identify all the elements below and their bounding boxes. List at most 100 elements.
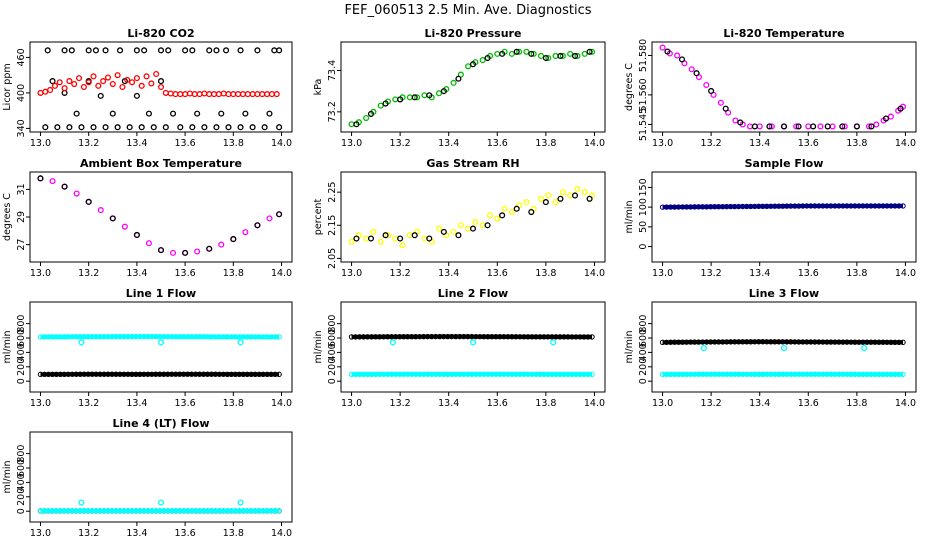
x-tick-label: 13.2 — [701, 268, 722, 279]
data-point — [717, 99, 724, 106]
x-tick-label: 13.4 — [126, 528, 147, 539]
x-tick-label: 13.4 — [749, 268, 770, 279]
data-point — [435, 90, 443, 97]
data-point — [189, 124, 196, 131]
data-point — [363, 235, 370, 242]
data-point — [75, 75, 83, 82]
x-tick-label: 13.8 — [535, 268, 556, 279]
data-point — [552, 199, 559, 206]
data-point — [382, 100, 389, 107]
y-tick-label: 29 — [16, 211, 27, 223]
data-point — [421, 235, 428, 242]
data-point — [206, 245, 213, 252]
data-point — [897, 105, 904, 112]
data-point — [182, 91, 189, 98]
data-point — [157, 47, 165, 54]
series-cyan-outliers — [700, 345, 868, 352]
data-point — [829, 123, 836, 130]
series-rh-black — [353, 192, 593, 242]
series-black — [348, 333, 595, 340]
series-black — [37, 371, 282, 378]
plot-frame — [340, 171, 606, 263]
x-tick-label: 13.0 — [652, 268, 673, 279]
data-point — [170, 249, 177, 256]
x-tick-label: 14.0 — [584, 138, 605, 149]
x-tick-label: 14.0 — [584, 268, 605, 279]
data-point — [225, 124, 232, 131]
x-tick-label: 13.0 — [30, 138, 51, 149]
data-point — [469, 339, 477, 346]
x-tick-label: 13.6 — [175, 138, 196, 149]
x-tick-label: 13.6 — [175, 268, 196, 279]
data-point — [589, 371, 595, 378]
data-point — [109, 215, 116, 222]
data-point — [102, 47, 109, 54]
data-point — [756, 123, 763, 130]
panel-title: Line 4 (LT) Flow — [113, 417, 210, 430]
data-point — [523, 48, 530, 55]
panel-title: Ambient Box Temperature — [80, 157, 242, 170]
x-tick-label: 13.2 — [78, 398, 99, 409]
data-point — [102, 124, 109, 131]
y-tick-label: 600 — [327, 329, 338, 347]
data-point — [138, 124, 145, 131]
data-point — [545, 54, 552, 62]
series-cyan-outliers — [389, 339, 557, 346]
data-point — [887, 113, 894, 120]
data-point — [177, 91, 184, 98]
y-tick-label: 73.2 — [327, 101, 338, 122]
data-point — [766, 123, 773, 130]
x-tick-label: 13.0 — [652, 138, 673, 149]
data-point — [574, 52, 581, 59]
x-tick-label: 13.8 — [846, 138, 867, 149]
x-tick-label: 13.0 — [341, 398, 362, 409]
data-point — [242, 229, 249, 236]
data-point — [817, 123, 824, 130]
data-point — [206, 47, 213, 54]
data-point — [659, 44, 666, 51]
data-point — [90, 124, 97, 131]
x-tick-label: 13.4 — [749, 398, 770, 409]
data-point — [61, 85, 68, 92]
plot-frame — [29, 41, 293, 133]
data-point — [455, 232, 462, 239]
data-point — [244, 91, 251, 98]
y-tick-label: 800 — [638, 315, 649, 333]
data-point — [254, 47, 261, 54]
data-point — [900, 371, 906, 378]
data-point — [126, 124, 133, 131]
data-point — [457, 222, 464, 229]
data-point — [157, 499, 165, 506]
plot-frame — [651, 301, 917, 393]
data-point — [768, 123, 775, 130]
data-point — [215, 91, 222, 98]
x-tick-label: 13.2 — [78, 268, 99, 279]
data-point — [109, 80, 116, 88]
data-point — [567, 50, 574, 57]
data-point — [746, 123, 754, 130]
data-point — [486, 212, 494, 219]
x-tick-label: 13.4 — [438, 398, 459, 409]
panel-title: Li-820 Temperature — [723, 27, 844, 40]
plot-frame — [29, 171, 293, 263]
series-pressure-black — [353, 48, 593, 128]
series-black — [659, 339, 906, 346]
data-point — [266, 215, 273, 222]
data-point — [722, 105, 729, 112]
data-point — [494, 215, 501, 222]
y-tick-label: 200 — [638, 358, 649, 376]
panel-line-2-flow: Line 2 Flow 13.0 13.2 13.4 13.6 13.8 14.0 0 2004… — [313, 287, 606, 409]
x-tick-label: 13.6 — [487, 268, 508, 279]
data-point — [528, 50, 535, 57]
data-point — [508, 50, 515, 57]
data-point — [78, 499, 85, 506]
data-point — [254, 222, 261, 229]
x-tick-label: 13.0 — [30, 398, 51, 409]
data-point — [550, 339, 557, 346]
data-point — [499, 50, 506, 57]
data-point — [213, 47, 220, 54]
data-point — [589, 334, 595, 340]
data-point — [397, 96, 404, 103]
data-point — [230, 236, 237, 243]
data-point — [49, 178, 56, 185]
